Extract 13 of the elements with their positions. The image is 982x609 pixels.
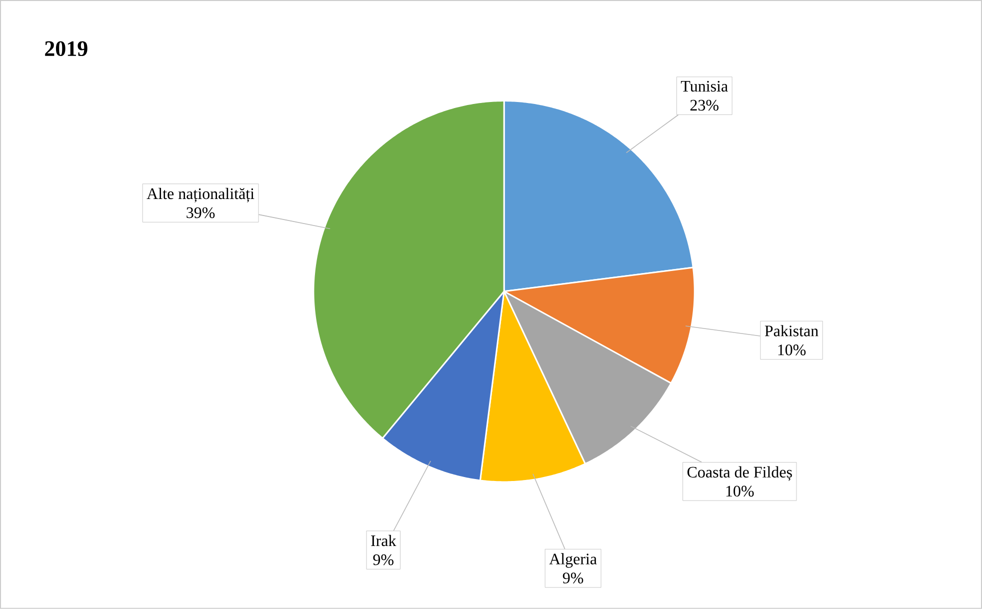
data-label: 9% xyxy=(562,572,584,584)
chart-title: 2019 xyxy=(45,41,88,56)
slice-label: Coasta de Fildeș xyxy=(687,466,792,481)
data-label: 10% xyxy=(726,486,754,497)
data-label: 10% xyxy=(778,344,806,356)
data-label: 39% xyxy=(186,207,215,218)
slice-label: Alte naționalități xyxy=(146,188,254,202)
slice-label: Irak xyxy=(371,534,396,546)
data-label: 9% xyxy=(373,554,394,566)
slice-label: Tunisia xyxy=(680,80,728,92)
slice-label: Pakistan xyxy=(764,325,818,336)
slice-label: Algeria xyxy=(549,553,597,568)
data-label: 23% xyxy=(690,100,718,111)
